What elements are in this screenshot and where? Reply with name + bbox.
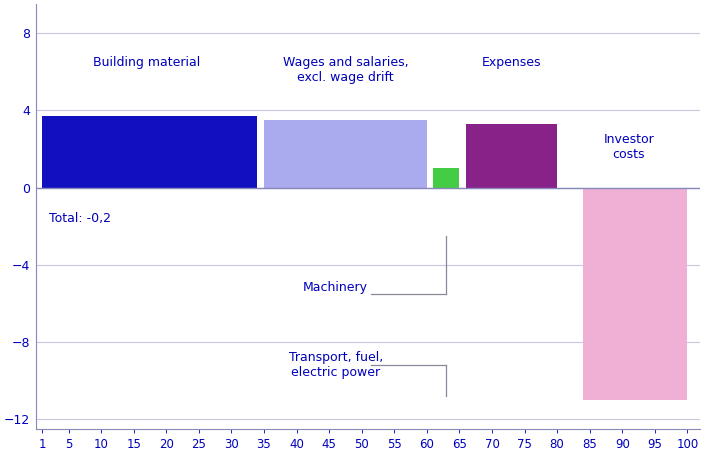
- Bar: [42, 116, 257, 187]
- Text: Wages and salaries,
excl. wage drift: Wages and salaries, excl. wage drift: [283, 56, 408, 84]
- Bar: [466, 124, 557, 187]
- Text: Transport, fuel,
electric power: Transport, fuel, electric power: [288, 351, 383, 379]
- Text: Building material: Building material: [93, 56, 200, 69]
- Text: Investor
costs: Investor costs: [603, 133, 654, 162]
- Bar: [434, 168, 460, 187]
- Text: Expenses: Expenses: [482, 56, 541, 69]
- Text: Machinery: Machinery: [303, 281, 368, 294]
- Bar: [583, 187, 687, 400]
- Bar: [264, 120, 427, 187]
- Text: Total: -0,2: Total: -0,2: [49, 212, 111, 225]
